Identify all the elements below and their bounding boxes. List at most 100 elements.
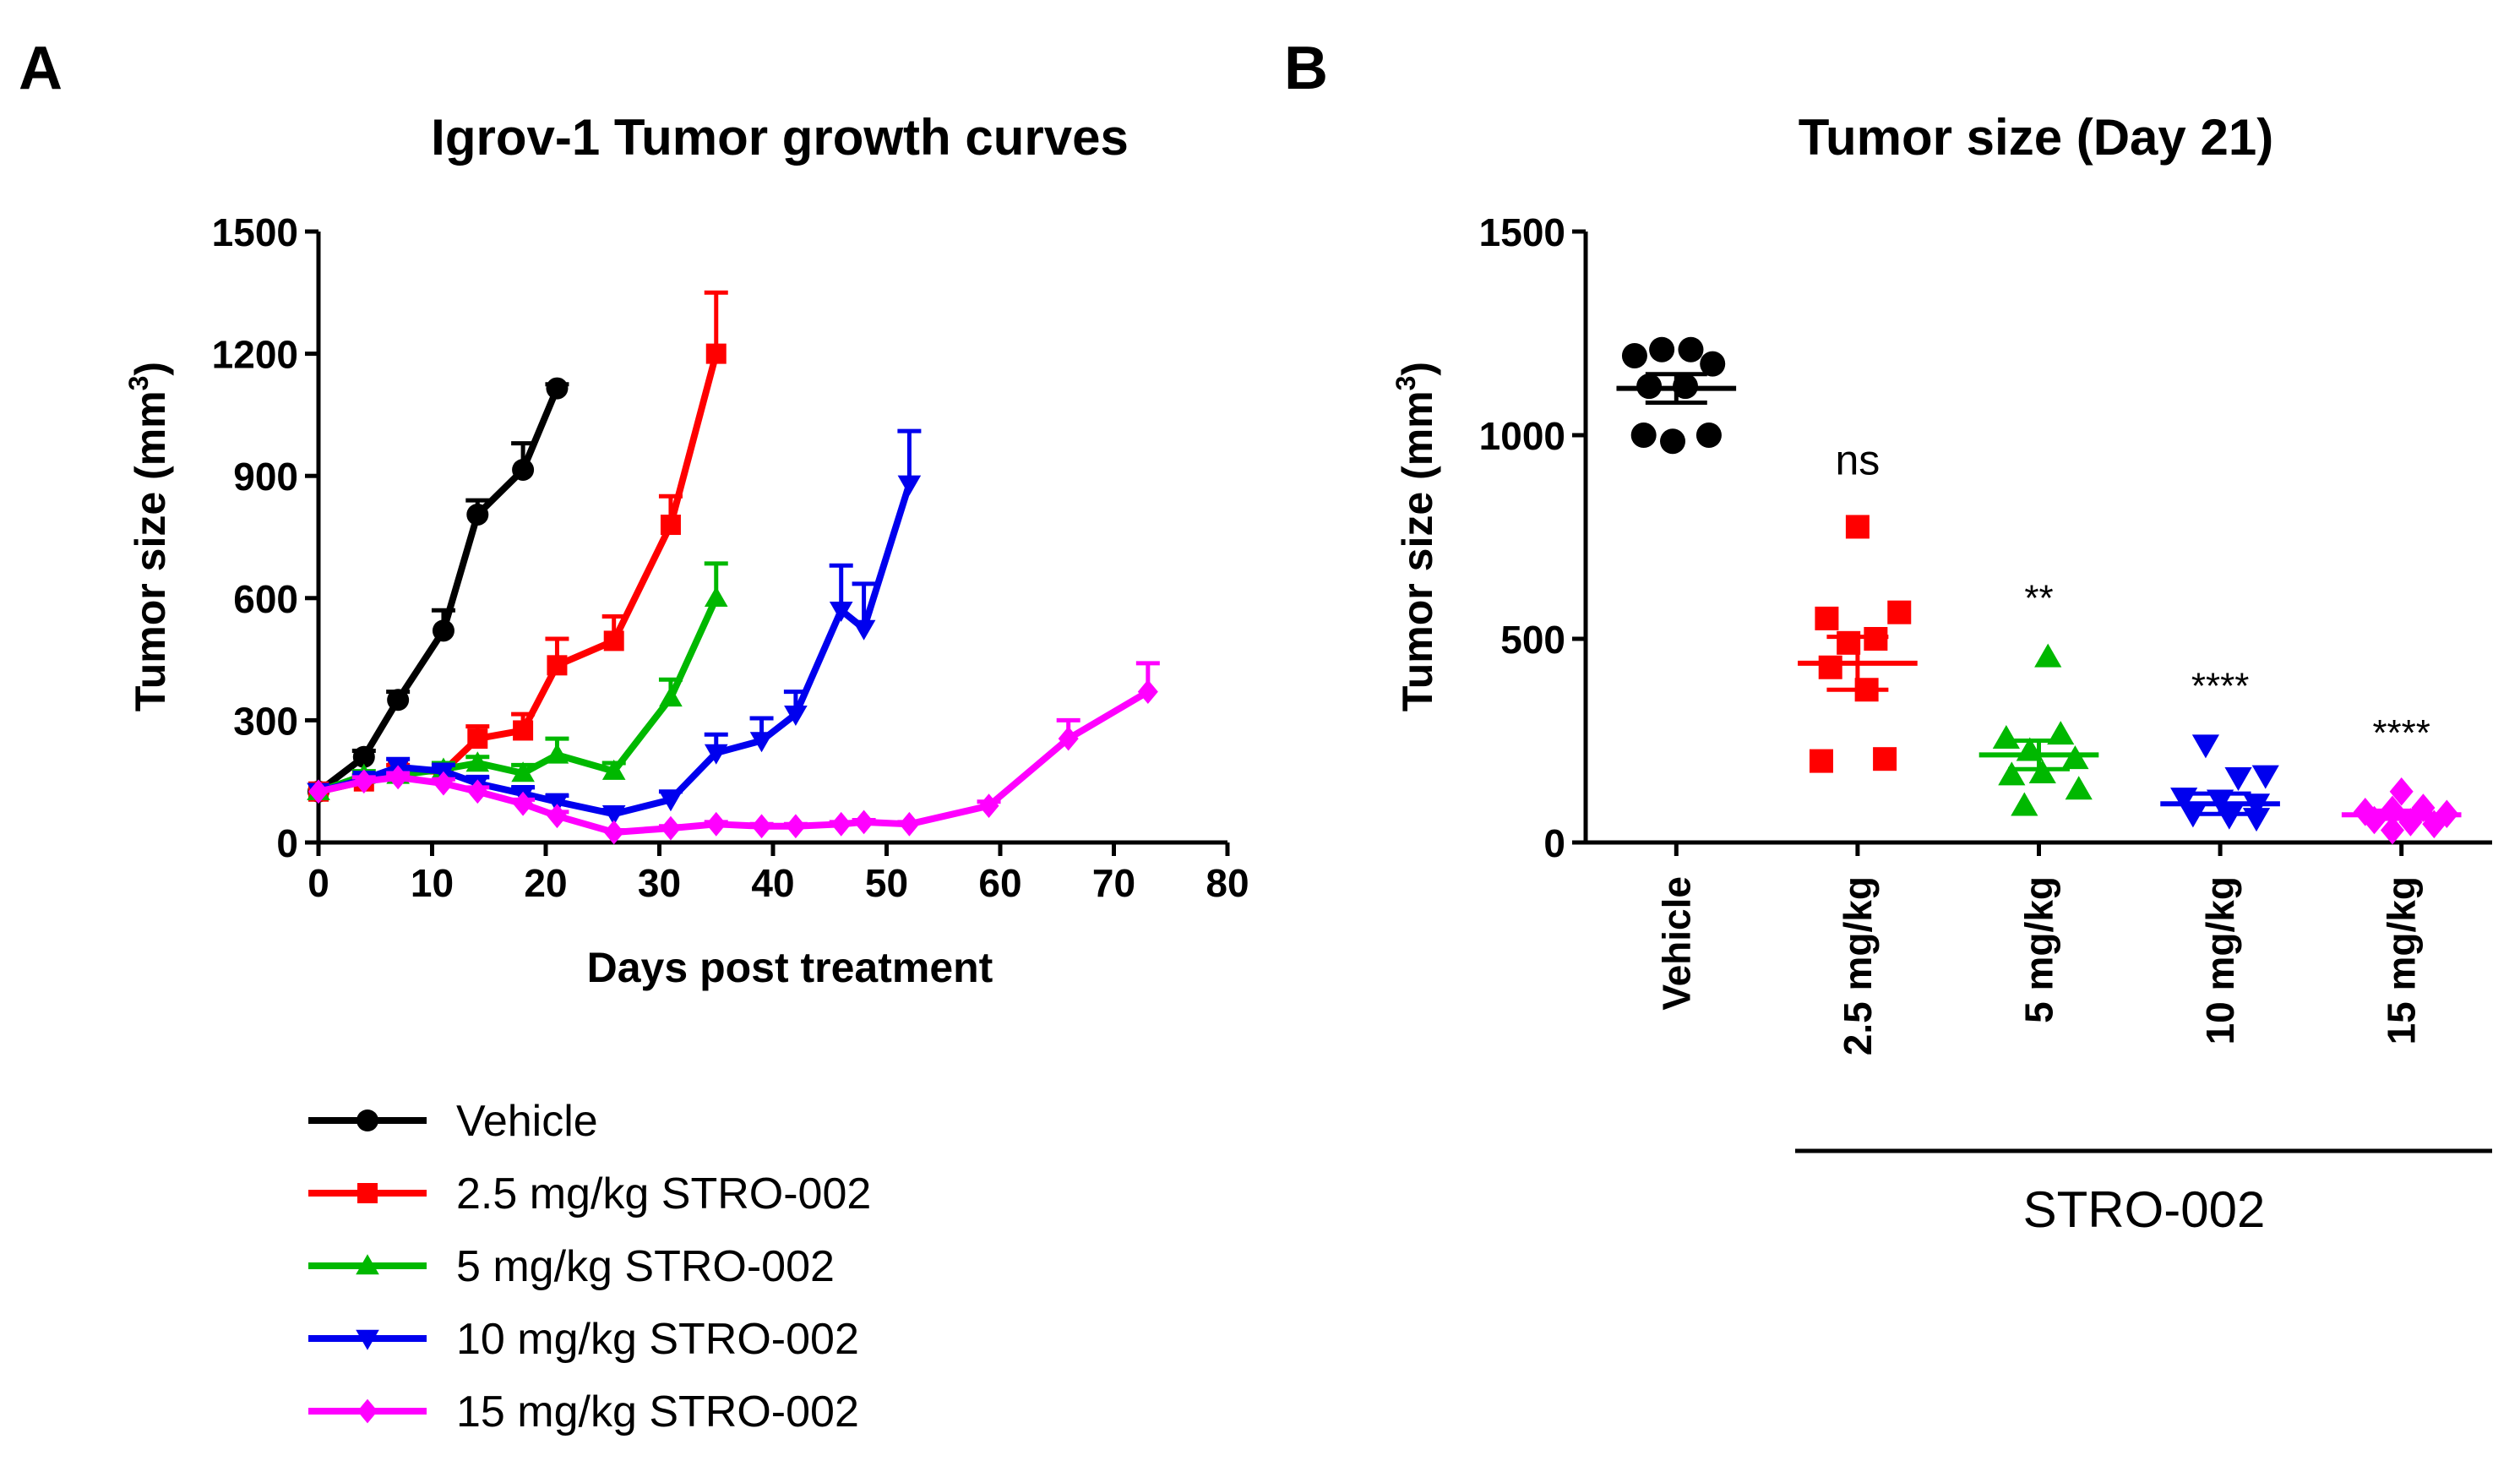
point-vehicle (1621, 343, 1647, 369)
point-5-mg-kg-stro-002 (465, 751, 490, 772)
point-15-mg-kg-stro-002 (433, 771, 454, 796)
point-10-mg-kg-stro-002 (749, 732, 774, 753)
legend-label: 15 mg/kg STRO-002 (456, 1387, 859, 1437)
group-vehicle (1616, 336, 1737, 455)
chart-a-x-tick-label: 20 (524, 861, 567, 905)
point-vehicle (1700, 351, 1726, 377)
point-5-mg-kg (2028, 759, 2056, 783)
chart-b-y-label-sup: 3 (1391, 376, 1421, 391)
legend-item-2-5-mg-kg-stro-002: 2.5 mg/kg STRO-002 (308, 1169, 871, 1218)
point-10-mg-kg (2191, 734, 2220, 759)
point-vehicle (1649, 336, 1675, 363)
point-15-mg-kg-stro-002 (978, 793, 999, 819)
chart-b-y-tick-label: 500 (1500, 618, 1565, 662)
group-bracket-label: STRO-002 (2023, 1181, 2266, 1238)
point-10-mg-kg-stro-002 (704, 744, 728, 765)
point-15-mg-kg-stro-002 (467, 779, 488, 804)
series-10-mg-kg-stro-002 (307, 428, 922, 826)
point-10-mg-kg (2251, 765, 2279, 789)
chart-b-y-tick-label: 1500 (1479, 210, 1565, 254)
group-15-mg-kg: **** (2341, 712, 2462, 845)
legend-label: 10 mg/kg STRO-002 (456, 1315, 859, 1364)
point-5-mg-kg (2034, 643, 2062, 668)
chart-a-x-axis-label: Days post treatment (587, 944, 993, 991)
point-15-mg-kg-stro-002 (603, 820, 624, 845)
group-10-mg-kg: **** (2160, 665, 2280, 832)
point-10-mg-kg-stro-002 (829, 602, 853, 623)
chart-a-x-tick-label: 0 (308, 861, 329, 905)
chart-b-axes: 0 500 1000 1500 Vehicle 2.5 mg/kg 5 mg/kg 10 mg… (1479, 210, 2492, 1055)
point-15-mg-kg-stro-002 (308, 779, 329, 804)
chart-b-x-tick-label: Vehicle (1654, 876, 1698, 1011)
significance-label-5-mg-kg: ** (2024, 578, 2053, 619)
point-5-mg-kg-stro-002 (545, 743, 569, 764)
point-10-mg-kg-stro-002 (601, 805, 626, 826)
point-5-mg-kg (2011, 792, 2038, 816)
panel-label-b: B (1284, 35, 1328, 102)
chart-b-x-tick-label: 15 mg/kg (2380, 876, 2424, 1044)
legend-item-15-mg-kg-stro-002: 15 mg/kg STRO-002 (308, 1387, 859, 1437)
legend-swatch-marker (357, 1183, 378, 1203)
point-15-mg-kg-stro-002 (830, 811, 852, 837)
chart-a-y-tick-label: 0 (276, 821, 298, 865)
chart-a-y-label-main: Tumor size (mm (127, 390, 174, 711)
chart-a-x-tick-label: 10 (411, 861, 454, 905)
chart-a-x-tick-label: 80 (1206, 861, 1249, 905)
point-15-mg-kg-stro-002 (853, 810, 874, 835)
chart-b-x-tick-label: 10 mg/kg (2198, 876, 2242, 1044)
point-15-mg-kg-stro-002 (751, 814, 772, 839)
chart-a-y-tick-label: 1500 (212, 210, 298, 254)
point-2-5-mg-kg (1873, 747, 1897, 771)
legend-swatch-marker (356, 1329, 379, 1350)
chart-a-plot-area (307, 290, 1160, 845)
point-15-mg-kg-stro-002 (1137, 679, 1158, 705)
chart-b-y-label-main: Tumor size (mm (1394, 390, 1441, 711)
point-2-5-mg-kg (1818, 655, 1842, 679)
point-2-5-mg-kg-stro-002 (513, 720, 534, 741)
significance-label-2-5-mg-kg: ns (1835, 436, 1880, 483)
point-2-5-mg-kg (1815, 606, 1839, 630)
point-15-mg-kg-stro-002 (1058, 726, 1079, 751)
panel-a-line-chart: Igrov-1 Tumor growth curves Tumor size (… (123, 109, 1249, 1437)
point-5-mg-kg (1998, 761, 2026, 786)
chart-b-x-tick-label: 2.5 mg/kg (1836, 876, 1880, 1055)
chart-a-x-tick-label: 70 (1092, 861, 1135, 905)
chart-a-y-tick-label: 900 (233, 455, 298, 499)
point-15-mg-kg-stro-002 (547, 804, 568, 829)
panel-b-scatter-chart: Tumor size (Day 21) Tumor size (mm3) 0 50… (1391, 109, 2492, 1238)
group-2-5-mg-kg: ns (1798, 436, 1918, 773)
point-vehicle (466, 503, 489, 526)
legend-label: 5 mg/kg STRO-002 (456, 1242, 835, 1291)
point-15-mg-kg-stro-002 (660, 815, 681, 841)
legend-item-5-mg-kg-stro-002: 5 mg/kg STRO-002 (308, 1242, 835, 1291)
point-15-mg-kg-stro-002 (513, 791, 534, 816)
point-15-mg-kg (2380, 815, 2404, 845)
significance-label-10-mg-kg: **** (2191, 665, 2250, 706)
point-vehicle (1678, 336, 1704, 363)
point-5-mg-kg-stro-002 (659, 686, 683, 707)
point-10-mg-kg-stro-002 (784, 705, 808, 726)
point-10-mg-kg (2242, 808, 2271, 832)
chart-a-y-tick-label: 1200 (212, 333, 298, 377)
point-vehicle (1630, 423, 1657, 448)
line-5-mg-kg-stro-002 (317, 597, 720, 795)
point-5-mg-kg (2065, 776, 2093, 800)
chart-a-y-label-sup: 3 (123, 376, 154, 391)
series-15-mg-kg-stro-002 (308, 661, 1160, 845)
point-15-mg-kg (2389, 777, 2414, 806)
point-2-5-mg-kg-stro-002 (467, 728, 488, 750)
point-5-mg-kg-stro-002 (511, 761, 535, 782)
point-vehicle (1695, 423, 1722, 448)
chart-a-x-tick-label: 50 (865, 861, 908, 905)
legend-swatch-marker (356, 1254, 379, 1275)
chart-a-x-tick-label: 60 (978, 861, 1021, 905)
panel-label-a: A (19, 35, 63, 102)
point-2-5-mg-kg (1845, 515, 1870, 539)
series-2-5-mg-kg-stro-002 (308, 290, 728, 802)
point-5-mg-kg-stro-002 (601, 759, 626, 780)
chart-b-y-tick-label: 0 (1543, 821, 1565, 865)
chart-a-legend: Vehicle 2.5 mg/kg STRO-002 5 mg/kg STRO-00… (308, 1097, 871, 1437)
chart-a-y-tick-label: 300 (233, 699, 298, 743)
point-5-mg-kg-stro-002 (704, 586, 728, 607)
